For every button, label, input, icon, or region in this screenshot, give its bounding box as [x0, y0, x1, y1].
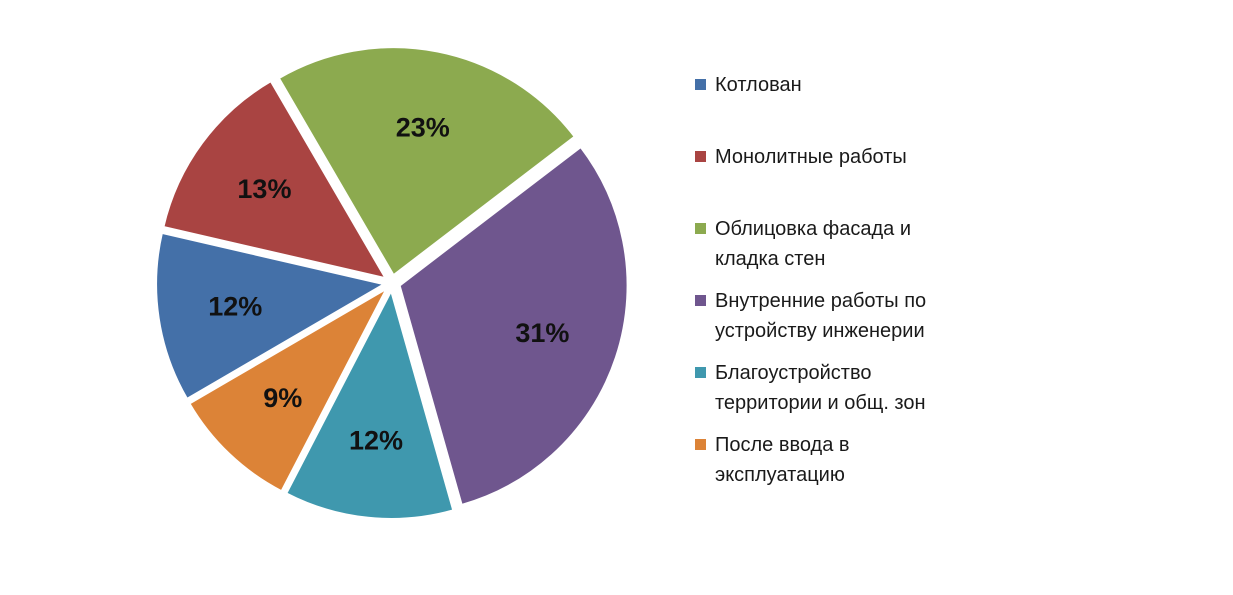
- slice-interior-value-label: 31%: [515, 318, 569, 348]
- slice-monolith-value-label: 13%: [237, 174, 291, 204]
- legend-swatch: [695, 295, 706, 306]
- legend-item-facade: Облицовка фасада и кладка стен: [693, 214, 993, 286]
- legend-label: После ввода в эксплуатацию: [715, 434, 850, 486]
- legend-item-post-commissioning: После ввода в эксплуатацию: [693, 430, 993, 502]
- legend-item-monolith: Монолитные работы: [693, 142, 993, 214]
- slice-facade: [277, 46, 577, 277]
- slice-interior: [398, 145, 629, 507]
- slice-post-commissioning-value-label: 9%: [263, 383, 302, 413]
- legend-swatch: [695, 79, 706, 90]
- legend-label: Монолитные работы: [715, 146, 907, 168]
- legend-swatch: [695, 439, 706, 450]
- slice-monolith: [162, 79, 388, 280]
- legend-label: Внутренние работы по устройству инженери…: [715, 290, 927, 342]
- legend-label: Котлован: [715, 74, 802, 96]
- legend-label: Благоустройство территории и общ. зон: [715, 362, 926, 414]
- legend-swatch: [695, 151, 706, 162]
- legend-label: Облицовка фасада и кладка стен: [715, 218, 912, 270]
- legend-item-interior: Внутренние работы по устройству инженери…: [693, 286, 993, 358]
- legend-swatch: [695, 223, 706, 234]
- slice-landscaping: [284, 288, 455, 520]
- slice-facade-value-label: 23%: [396, 113, 450, 143]
- legend: Котлован Монолитные работы Облицовка фас…: [693, 70, 993, 502]
- legend-swatch: [695, 367, 706, 378]
- slice-kotlovan-value-label: 12%: [208, 292, 262, 322]
- legend-item-landscaping: Благоустройство территории и общ. зон: [693, 358, 993, 430]
- slice-post-commissioning: [188, 286, 389, 493]
- slice-landscaping-value-label: 12%: [349, 426, 403, 456]
- slice-kotlovan: [155, 231, 387, 401]
- legend-item-kotlovan: Котлован: [693, 70, 993, 142]
